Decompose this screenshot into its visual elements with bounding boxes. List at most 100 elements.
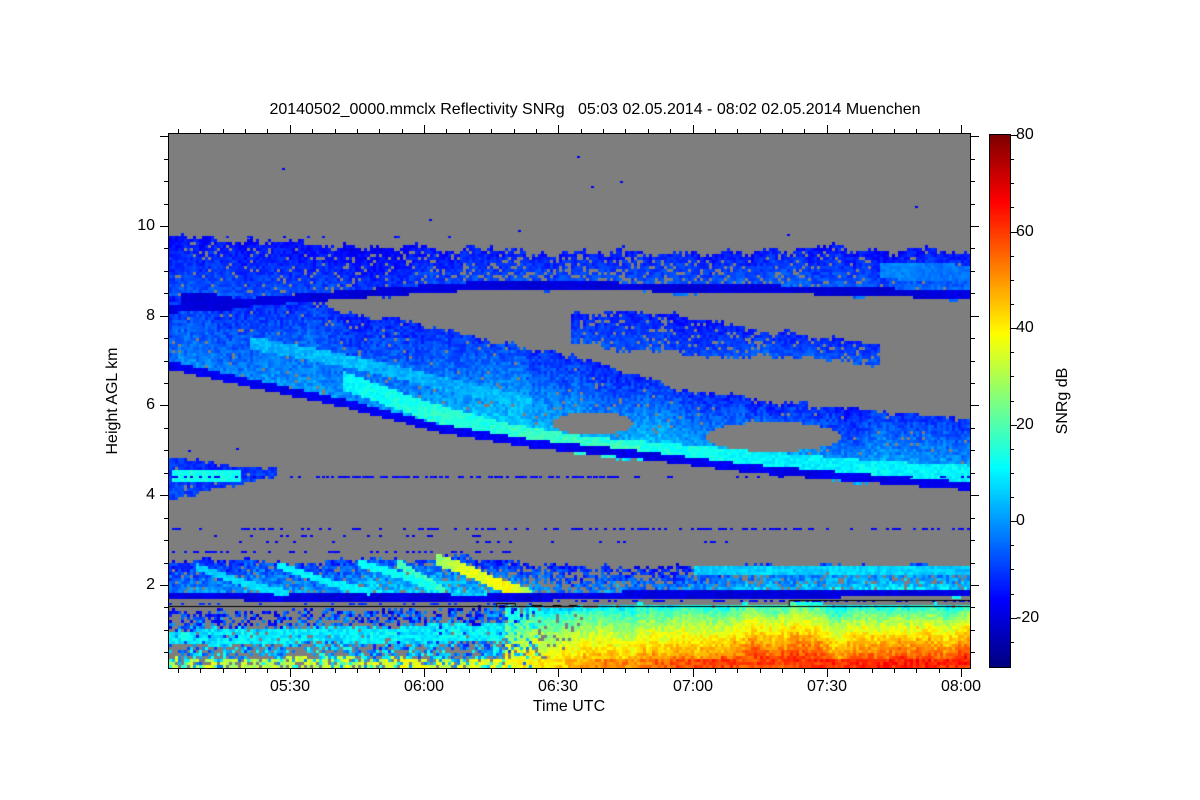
- y-tick-right: [971, 226, 979, 227]
- y-tick: [164, 204, 168, 205]
- y-tick: [164, 652, 168, 653]
- y-tick: [160, 136, 168, 137]
- x-tick: [514, 669, 515, 673]
- y-tick-right: [971, 204, 975, 205]
- y-tick-label: 10: [137, 217, 155, 234]
- x-tick-top: [715, 129, 716, 133]
- colorbar-tick: [1011, 207, 1014, 208]
- y-tick-right: [971, 316, 979, 317]
- y-tick-right: [971, 159, 975, 160]
- x-tick-top: [782, 129, 783, 133]
- y-tick: [164, 450, 168, 451]
- colorbar-tick: [1011, 135, 1017, 136]
- y-tick-label: 8: [146, 307, 155, 324]
- x-tick: [223, 669, 224, 673]
- x-tick: [849, 669, 850, 673]
- x-tick-top: [245, 129, 246, 133]
- x-tick-top: [894, 129, 895, 133]
- x-tick-top: [603, 129, 604, 133]
- x-tick: [335, 669, 336, 673]
- x-tick: [200, 669, 201, 673]
- y-tick-right: [971, 630, 975, 631]
- x-tick-top: [312, 129, 313, 133]
- x-tick: [536, 669, 537, 673]
- y-tick-right: [971, 652, 975, 653]
- y-tick: [164, 473, 168, 474]
- x-tick-top: [469, 129, 470, 133]
- x-tick: [737, 669, 738, 673]
- x-tick: [872, 669, 873, 673]
- y-tick-right: [971, 136, 979, 137]
- x-axis-label: Time UTC: [532, 698, 606, 715]
- x-tick-top: [290, 125, 291, 133]
- x-tick-top: [625, 129, 626, 133]
- x-tick: [670, 669, 671, 673]
- x-tick: [939, 669, 940, 673]
- x-tick-top: [267, 129, 268, 133]
- x-tick: [267, 669, 268, 673]
- colorbar-tick-label: 40: [1016, 319, 1034, 336]
- x-tick-top: [200, 129, 201, 133]
- y-tick-right: [971, 361, 975, 362]
- x-tick-top: [491, 129, 492, 133]
- x-tick-top: [827, 125, 828, 133]
- colorbar-tick: [1011, 473, 1014, 474]
- colorbar-tick: [1011, 280, 1014, 281]
- heatmap-canvas: [169, 134, 970, 668]
- colorbar: [989, 134, 1011, 668]
- x-tick-top: [558, 125, 559, 133]
- y-tick-label: 4: [146, 486, 155, 503]
- x-tick: [379, 669, 380, 673]
- x-tick-top: [804, 129, 805, 133]
- y-tick: [164, 428, 168, 429]
- y-tick-right: [971, 473, 975, 474]
- y-tick: [164, 540, 168, 541]
- y-tick: [164, 159, 168, 160]
- x-tick-top: [178, 129, 179, 133]
- y-tick-right: [971, 405, 979, 406]
- x-tick-top: [223, 129, 224, 133]
- colorbar-tick: [1011, 232, 1017, 233]
- colorbar-tick: [1011, 618, 1017, 619]
- colorbar-tick: [1011, 642, 1014, 643]
- colorbar-tick-label: 60: [1016, 223, 1034, 240]
- colorbar-tick: [1011, 521, 1017, 522]
- x-tick-top: [670, 129, 671, 133]
- colorbar-tick: [1011, 401, 1014, 402]
- colorbar-tick: [1011, 376, 1014, 377]
- colorbar-tick: [1011, 328, 1017, 329]
- y-tick-right: [971, 248, 975, 249]
- y-tick-right: [971, 383, 975, 384]
- y-tick: [164, 630, 168, 631]
- y-tick-right: [971, 540, 975, 541]
- y-tick-right: [971, 563, 975, 564]
- colorbar-tick-label: 80: [1016, 126, 1034, 143]
- x-tick-top: [335, 129, 336, 133]
- colorbar-label: SNRg dB: [1054, 367, 1071, 435]
- colorbar-tick: [1011, 449, 1014, 450]
- x-tick-label: 05:30: [269, 678, 311, 695]
- colorbar-tick-label: 0: [1016, 512, 1025, 529]
- colorbar-tick: [1011, 497, 1014, 498]
- colorbar-tick-label: -20: [1016, 609, 1040, 626]
- y-tick: [164, 518, 168, 519]
- y-tick: [164, 181, 168, 182]
- x-tick-top: [446, 129, 447, 133]
- x-tick-top: [357, 129, 358, 133]
- x-tick-top: [424, 125, 425, 133]
- x-tick-top: [402, 129, 403, 133]
- x-tick: [491, 669, 492, 673]
- x-tick-top: [916, 129, 917, 133]
- y-tick-right: [971, 450, 975, 451]
- x-tick: [804, 669, 805, 673]
- y-tick-right: [971, 518, 975, 519]
- x-tick-label: 07:00: [672, 678, 714, 695]
- y-tick-right: [971, 271, 975, 272]
- x-tick: [782, 669, 783, 673]
- colorbar-tick: [1011, 594, 1014, 595]
- x-tick: [558, 669, 559, 677]
- x-tick: [760, 669, 761, 673]
- y-tick: [164, 293, 168, 294]
- x-tick: [312, 669, 313, 673]
